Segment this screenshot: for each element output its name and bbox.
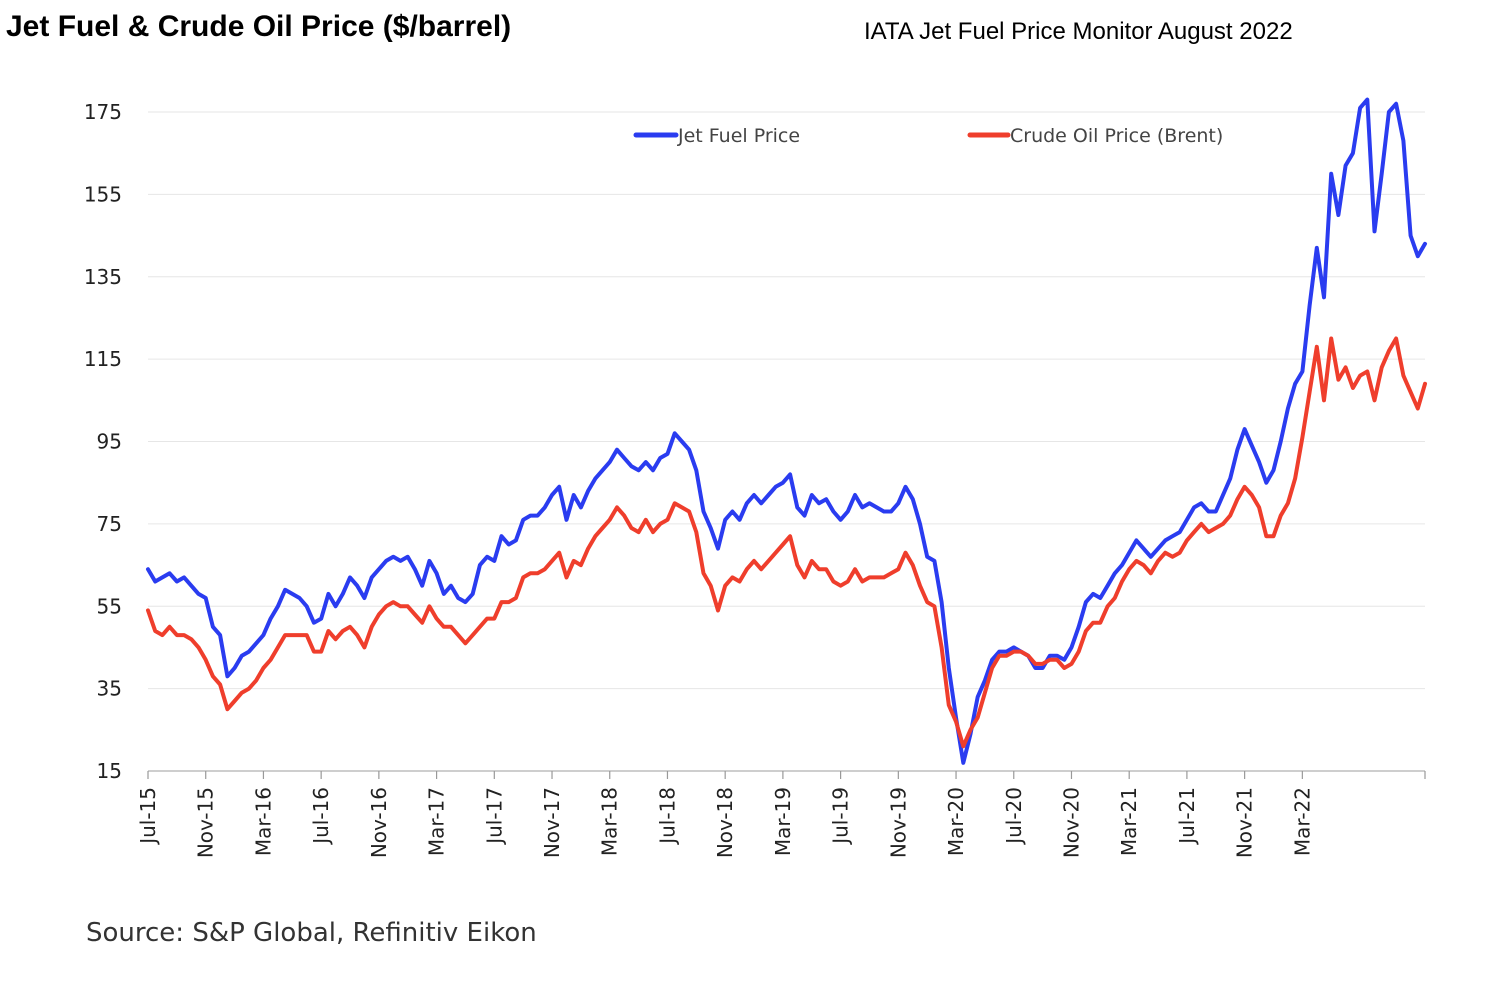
x-tick-label: Jul-16 <box>309 787 333 846</box>
x-tick-label: Mar-18 <box>598 787 622 856</box>
x-tick-label: Mar-19 <box>771 787 795 856</box>
x-tick-label: Mar-20 <box>944 787 968 856</box>
chart-title: Jet Fuel & Crude Oil Price ($/barrel) <box>6 10 512 43</box>
x-tick-label: Nov-18 <box>713 787 737 858</box>
chart-subtitle: IATA Jet Fuel Price Monitor August 2022 <box>864 18 1293 45</box>
series-line-jet-fuel <box>146 97 1427 765</box>
legend-entry: Jet Fuel Price <box>677 125 800 147</box>
x-tick-label: Nov-19 <box>886 787 910 858</box>
source-note: Source: S&P Global, Refinitiv Eikon <box>86 918 537 948</box>
legend: Jet Fuel Price Crude Oil Price (Brent) <box>633 125 1223 147</box>
gridlines <box>148 111 1425 690</box>
x-tick-label: Mar-21 <box>1117 787 1141 856</box>
y-tick-label: 75 <box>97 512 122 536</box>
y-tick-label: 135 <box>84 265 122 289</box>
y-tick-label: 175 <box>84 100 122 124</box>
legend-entry: Crude Oil Price (Brent) <box>1010 125 1223 147</box>
x-tick-label: Jul-17 <box>482 787 506 846</box>
y-tick-label: 155 <box>84 182 122 206</box>
x-tick-label: Mar-22 <box>1290 787 1314 856</box>
y-tick-label: 55 <box>97 594 122 618</box>
x-tick-label: Jul-15 <box>136 787 160 846</box>
x-tick-label: Mar-16 <box>251 787 275 856</box>
x-tick-label: Jul-19 <box>829 787 853 846</box>
x-tick-label: Jul-18 <box>655 787 679 846</box>
series-lines <box>146 97 1427 765</box>
axes: 15 35 55 75 95 115 135 155 175 Jul-15 Nov-15 Mar-16… <box>84 100 1426 858</box>
line-chart: 15 35 55 75 95 115 135 155 175 Jul-15 Nov-15 Mar-16… <box>84 97 1427 858</box>
x-tick-label: Nov-16 <box>367 787 391 858</box>
x-tick-label: Nov-17 <box>540 787 564 858</box>
y-tick-label: 95 <box>97 430 122 454</box>
x-tick-label: Jul-20 <box>1002 787 1026 846</box>
x-tick-label: Mar-17 <box>425 787 449 856</box>
y-tick-label: 115 <box>84 347 122 371</box>
y-tick-label: 35 <box>97 677 122 701</box>
x-tick-label: Jul-21 <box>1175 787 1199 846</box>
series-line-crude-oil <box>146 336 1427 749</box>
x-tick-label: Nov-15 <box>194 787 218 858</box>
x-tick-label: Nov-21 <box>1233 787 1257 858</box>
x-tick-label: Nov-20 <box>1059 787 1083 858</box>
y-tick-label: 15 <box>97 759 122 783</box>
